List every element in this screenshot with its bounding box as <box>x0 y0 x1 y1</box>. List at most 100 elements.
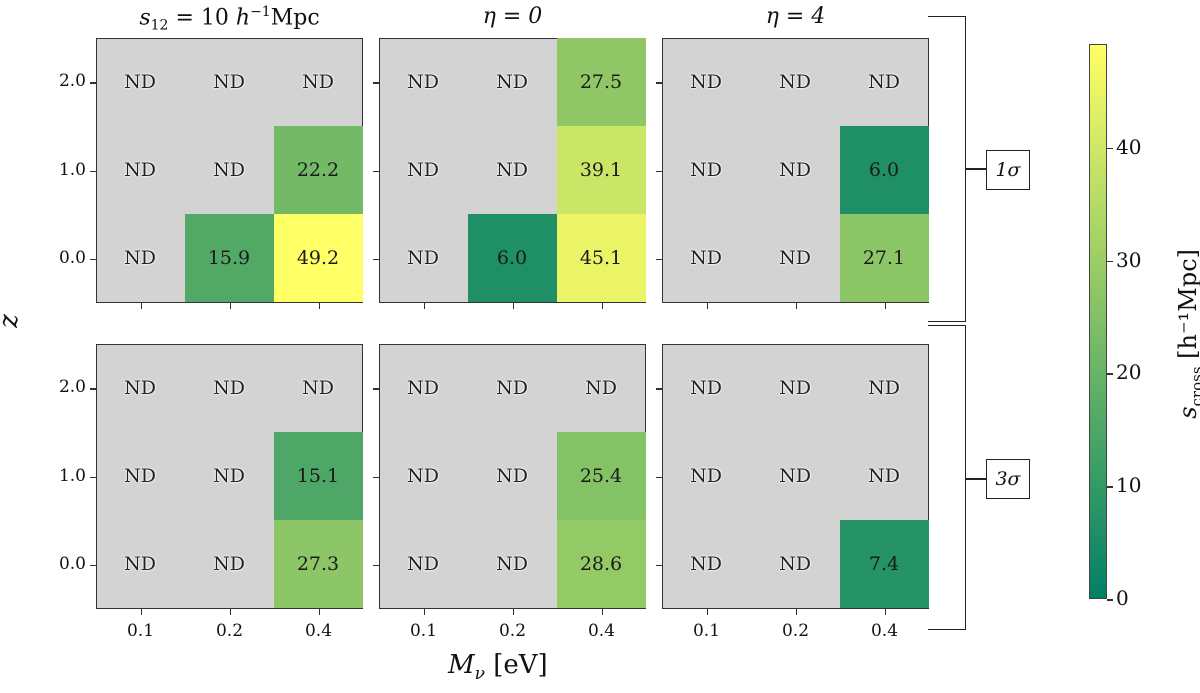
heatmap-cell: ND <box>779 464 811 487</box>
y-tick-label: 0.0 <box>58 247 86 268</box>
y-tick <box>373 258 379 261</box>
y-tick <box>90 82 96 84</box>
y-tick <box>656 388 662 390</box>
x-tick-label: 0.2 <box>498 621 527 641</box>
y-tick <box>90 476 96 478</box>
column-title-eta0: η = 0 <box>482 4 543 29</box>
heatmap-cell: 15.1 <box>273 431 363 521</box>
colorbar-tick-label: 20 <box>1116 360 1142 385</box>
x-tick <box>795 303 797 309</box>
heatmap-cell: ND <box>302 376 334 399</box>
bracket-3sigma-connector <box>966 478 986 480</box>
heatmap-cell: ND <box>496 553 528 576</box>
y-tick-label: 0.0 <box>58 553 86 574</box>
heatmap-panel: ND ND ND ND ND 25.4 ND ND 28.6 <box>379 344 646 609</box>
x-tick <box>140 303 142 309</box>
colorbar-tick <box>1107 486 1113 488</box>
x-tick <box>795 609 797 615</box>
heatmap-cell: ND <box>407 553 439 576</box>
heatmap-cell: ND <box>124 70 156 93</box>
y-tick <box>373 564 379 567</box>
heatmap-panel: ND ND 27.5 ND ND 39.1 ND 6.0 45.1 <box>379 37 646 303</box>
colorbar-tick <box>1107 373 1113 375</box>
colorbar-tick-label: 10 <box>1116 473 1142 498</box>
heatmap-cell: ND <box>690 553 722 576</box>
colorbar-tick-label: 0 <box>1116 586 1129 610</box>
heatmap-cell: 6.0 <box>839 125 929 215</box>
heatmap-cell: ND <box>690 247 722 270</box>
heatmap-cell: 28.6 <box>556 520 646 609</box>
heatmap-cell: ND <box>407 158 439 181</box>
y-tick-label: 2.0 <box>58 377 86 398</box>
x-tick <box>512 303 514 309</box>
row-label-3sigma: 3σ <box>986 459 1030 499</box>
heatmap-panel: ND ND ND ND ND 22.2 ND 15.9 49.2 <box>96 38 363 303</box>
heatmap-cell: 27.5 <box>556 37 646 126</box>
x-tick <box>601 609 603 615</box>
title-h: h <box>235 5 251 31</box>
y-tick <box>90 170 96 172</box>
x-tick <box>318 303 320 309</box>
cbar-unit: [h⁻¹Mpc] <box>1174 248 1200 367</box>
heatmap-cell: ND <box>496 70 528 93</box>
heatmap-cell: ND <box>213 553 245 576</box>
heatmap-cell: ND <box>496 158 528 181</box>
heatmap-cell: 7.4 <box>839 520 929 609</box>
x-tick <box>884 303 886 309</box>
y-tick <box>373 476 379 478</box>
colorbar-tick-label: 30 <box>1116 247 1142 272</box>
colorbar <box>1089 44 1107 599</box>
heatmap-cell: ND <box>213 70 245 93</box>
x-tick <box>512 609 514 615</box>
heatmap-cell: ND <box>868 70 900 93</box>
heatmap-cell: ND <box>124 464 156 487</box>
x-tick-label: 0.4 <box>587 621 616 641</box>
heatmap-cell: ND <box>407 376 439 399</box>
column-title-s12: s12 = 10 h−1Mpc <box>96 4 363 34</box>
heatmap-cell: 15.9 <box>184 214 274 303</box>
heatmap-cell: ND <box>407 464 439 487</box>
heatmap-cell: ND <box>779 247 811 270</box>
heatmap-cell: ND <box>124 247 156 270</box>
colorbar-tick <box>1107 599 1113 601</box>
heatmap-cell: 39.1 <box>556 125 646 215</box>
y-tick <box>373 170 379 172</box>
x-tick-label: 0.4 <box>870 621 899 641</box>
heatmap-cell: ND <box>124 376 156 399</box>
heatmap-panel: ND ND ND ND ND ND ND ND 7.4 <box>662 344 929 609</box>
heatmap-cell: 49.2 <box>273 214 363 303</box>
xlabel-subscript: ν <box>474 664 485 685</box>
title-sup: −1 <box>250 4 271 20</box>
heatmap-cell: ND <box>690 464 722 487</box>
title-subscript: 12 <box>150 17 169 34</box>
heatmap-cell: ND <box>585 376 617 399</box>
x-tick <box>423 303 425 309</box>
heatmap-cell: ND <box>407 247 439 270</box>
x-tick-label: 0.2 <box>781 621 810 641</box>
y-tick-label: 2.0 <box>58 71 86 92</box>
y-tick-label: 1.0 <box>58 465 86 486</box>
y-tick <box>656 82 662 84</box>
colorbar-tick-label: 40 <box>1116 134 1142 159</box>
x-tick-label: 0.1 <box>126 621 155 641</box>
heatmap-cell: 6.0 <box>467 214 557 303</box>
heatmap-cell: ND <box>868 464 900 487</box>
y-tick <box>656 476 662 478</box>
heatmap-cell: 22.2 <box>273 125 363 215</box>
y-tick <box>90 564 96 567</box>
y-tick-label: 1.0 <box>58 159 86 180</box>
cbar-symbol: s <box>1174 406 1200 419</box>
heatmap-cell: ND <box>690 158 722 181</box>
y-axis-label: z <box>0 314 24 328</box>
x-tick <box>706 303 708 309</box>
heatmap-cell: ND <box>213 464 245 487</box>
heatmap-cell: ND <box>779 376 811 399</box>
y-tick <box>90 258 96 261</box>
bracket-3sigma <box>928 325 966 630</box>
x-tick <box>706 609 708 615</box>
row-label-1sigma: 1σ <box>986 150 1030 190</box>
x-tick-label: 0.1 <box>409 621 438 641</box>
heatmap-cell: ND <box>690 70 722 93</box>
y-tick <box>373 388 379 390</box>
colorbar-tick <box>1107 260 1113 263</box>
